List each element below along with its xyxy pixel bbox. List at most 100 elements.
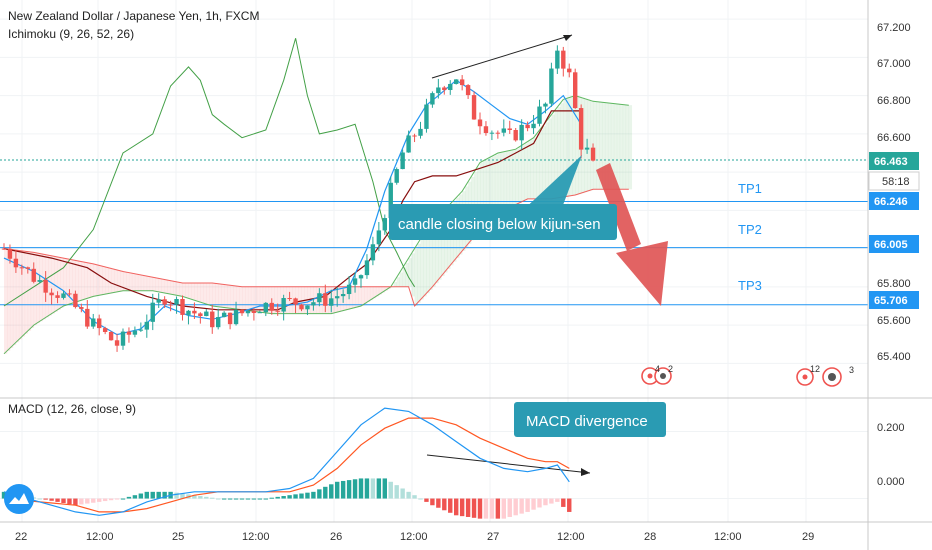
- candle-body: [382, 218, 387, 231]
- cloud-slice: [349, 286, 353, 310]
- macd-histogram-bar: [465, 498, 471, 517]
- cloud-slice: [518, 147, 522, 204]
- candle-body: [31, 268, 36, 282]
- macd-histogram-bar: [305, 492, 310, 499]
- cloud-slice: [625, 104, 630, 190]
- macd-histogram-bar: [198, 496, 203, 499]
- cloud-slice: [515, 149, 519, 205]
- cloud-slice: [599, 101, 603, 190]
- candle-body: [19, 267, 25, 269]
- cloud-slice: [286, 286, 290, 314]
- macd-histogram-bar: [144, 491, 149, 499]
- cloud-slice: [123, 271, 127, 291]
- candle-body: [513, 130, 518, 141]
- candle-body: [102, 328, 108, 333]
- cloud-slice: [15, 250, 20, 343]
- candle-body: [573, 72, 578, 109]
- candle-body: [590, 147, 596, 161]
- macd-histogram-bar: [239, 498, 245, 500]
- cloud-slice: [530, 139, 534, 199]
- time-axis[interactable]: 22 12:00 25 12:00 26 12:00 27 12:00 28 1…: [0, 521, 932, 543]
- macd-histogram-bar: [549, 498, 554, 504]
- candle-body: [525, 124, 530, 129]
- candle-body: [168, 304, 173, 306]
- cloud-slice: [346, 286, 350, 310]
- cloud-slice: [491, 156, 496, 220]
- cloud-slice: [616, 103, 621, 190]
- time-tick: 12:00: [242, 531, 270, 543]
- event-markers-1[interactable]: 4 2: [641, 364, 673, 385]
- time-tick: 28: [644, 531, 656, 543]
- cloud-slice: [438, 216, 442, 280]
- macd-histogram-bar: [97, 498, 102, 502]
- candle-body: [138, 329, 144, 331]
- cloud-slice: [197, 283, 201, 302]
- tp3-price-text: 65.706: [874, 295, 908, 307]
- tp1-label: TP1: [738, 181, 762, 196]
- event-markers-2[interactable]: 12 3: [796, 364, 854, 387]
- candle-body: [388, 182, 393, 219]
- cloud-slice: [194, 283, 198, 301]
- macd-histogram-bar: [73, 498, 78, 506]
- macd-histogram-bar: [138, 493, 144, 499]
- candle-body: [340, 294, 346, 297]
- cloud-slice: [548, 118, 552, 199]
- macd-histogram-bar: [489, 498, 495, 519]
- tradingview-logo[interactable]: [4, 484, 34, 514]
- candle-body: [406, 135, 411, 153]
- cloud-slice: [36, 252, 40, 324]
- macd-histogram-bar: [424, 498, 429, 502]
- candle-body: [216, 317, 221, 328]
- cloud-slice: [161, 278, 165, 293]
- cloud-slice: [628, 105, 633, 190]
- macd-histogram-bar: [114, 498, 120, 500]
- cloud-slice: [224, 284, 228, 308]
- macd-tick: 0.200: [877, 422, 905, 434]
- cloud-slice: [494, 154, 499, 218]
- macd-histogram-bar: [501, 498, 506, 519]
- cloud-slice: [593, 101, 597, 190]
- macd-histogram-bar: [454, 498, 459, 516]
- cloud-slice: [435, 219, 439, 284]
- candle-body: [97, 318, 102, 329]
- macd-histogram-bar: [192, 495, 197, 499]
- price-tick: 65.800: [877, 278, 911, 290]
- candle-body: [49, 292, 54, 296]
- macd-histogram-bar: [269, 497, 274, 499]
- price-tick: 67.000: [877, 58, 911, 70]
- cloud-slice: [250, 286, 255, 311]
- cloud-slice: [488, 157, 493, 223]
- macd-histogram-bar: [67, 498, 72, 505]
- cloud-slice: [607, 102, 612, 190]
- kijun-callout-box: [389, 204, 617, 240]
- candle-body: [418, 128, 423, 136]
- candle-body: [311, 302, 316, 306]
- cloud-slice: [500, 152, 505, 213]
- cloud-slice: [369, 286, 374, 301]
- candle-body: [198, 313, 203, 317]
- candle-body: [192, 310, 197, 314]
- cloud-slice: [378, 286, 383, 295]
- cloud-slice: [420, 239, 424, 300]
- candle-body: [305, 305, 310, 310]
- cloud-slice: [75, 260, 79, 303]
- cloud-slice: [239, 286, 243, 310]
- cloud-slice: [352, 286, 356, 309]
- candle-body: [578, 108, 584, 150]
- cloud-slice: [411, 253, 415, 297]
- macd-histogram-bar: [340, 480, 346, 499]
- cloud-slice: [393, 282, 397, 287]
- kijun-callout-text: candle closing below kijun-sen: [398, 216, 601, 233]
- candle-body: [352, 278, 358, 285]
- macd-histogram-bar: [525, 498, 530, 512]
- candle-body: [43, 280, 48, 293]
- candle-body: [317, 293, 322, 303]
- macd-histogram-bar: [162, 491, 167, 499]
- time-tick: 26: [330, 531, 342, 543]
- candle-body: [430, 93, 435, 105]
- macd-histogram-bar: [251, 498, 257, 500]
- price-axis[interactable]: 67.200 67.000 66.800 66.600 65.800 65.60…: [867, 0, 920, 550]
- price-tick: 65.400: [877, 351, 911, 363]
- cloud-slice: [485, 159, 490, 225]
- candle-body: [335, 296, 340, 299]
